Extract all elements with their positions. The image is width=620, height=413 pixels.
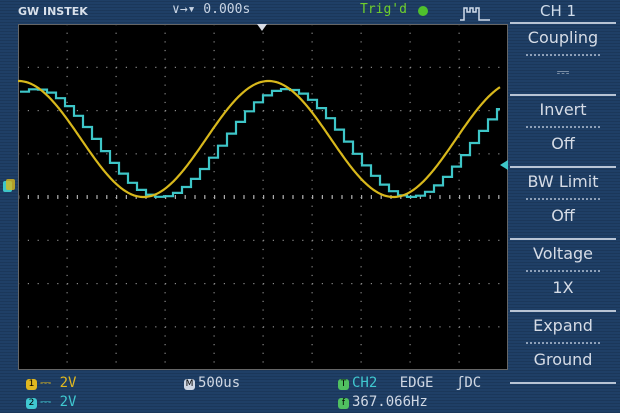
trigger-position-marker [257, 24, 267, 31]
menu-invert[interactable]: Invert Off [510, 94, 616, 166]
graticule [18, 24, 508, 370]
channel-menu: Coupling ⎓ Invert Off BW Limit Off Voltage 1… [510, 22, 616, 384]
menu-expand[interactable]: Expand Ground [510, 310, 616, 382]
menu-voltage[interactable]: Voltage 1X [510, 238, 616, 310]
ground-marker-icon [3, 179, 15, 192]
trigger-badge: T [338, 379, 349, 390]
timebase: M 500us [184, 375, 241, 391]
ch2-scale: 2 ⎓ 2V [26, 394, 76, 410]
menu-coupling[interactable]: Coupling ⎓ [510, 22, 616, 94]
brand-logo: GW INSTEK [18, 5, 88, 18]
trigger-level-marker [500, 160, 508, 170]
trigger-status: Trig'd [360, 2, 407, 17]
trigger-info: T CH2 EDGE ʃDC [338, 375, 481, 391]
acquire-mode-icon [460, 7, 490, 21]
ch1-waveform [18, 79, 501, 199]
ch2-badge: 2 [26, 398, 37, 409]
waveform-display [18, 24, 508, 370]
horizontal-position: ∨→▾ 0.000s [172, 2, 251, 17]
ch1-scale: 1 ⎓ 2V [26, 375, 76, 391]
trigger-indicator-icon [418, 6, 428, 16]
timebase-badge: M [184, 379, 195, 390]
menu-bw-limit[interactable]: BW Limit Off [510, 166, 616, 238]
menu-title: CH 1 [540, 2, 577, 20]
frequency-badge: f [338, 398, 349, 409]
ch1-badge: 1 [26, 379, 37, 390]
frequency-readout: f 367.066Hz [338, 394, 428, 410]
ch2-waveform [20, 87, 500, 198]
menu-divider [510, 382, 616, 384]
